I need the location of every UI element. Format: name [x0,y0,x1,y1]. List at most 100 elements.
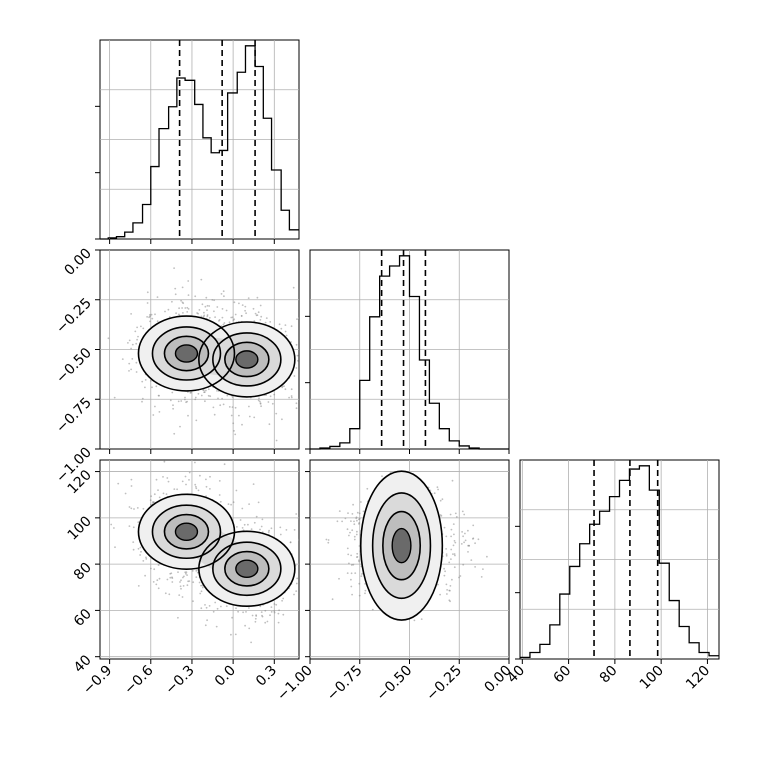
scatter-point [273,611,276,614]
scatter-point [233,301,236,304]
scatter-point [282,597,285,600]
scatter-point [257,501,260,504]
scatter-point [225,605,228,607]
x-tick-label: 0.0 [212,663,239,690]
x-tick-label: −0.75 [324,663,366,705]
scatter-point [455,516,458,518]
scatter-point [267,531,270,533]
scatter-point [450,528,453,531]
scatter-point [350,520,352,522]
density-fill [235,560,258,578]
scatter-point [251,614,254,617]
scatter-point [306,355,308,357]
scatter-point [474,542,476,545]
scatter-point [252,307,255,310]
scatter-point [201,303,204,306]
scatter-point [296,354,299,357]
scatter-point [221,308,224,310]
scatter-point [259,304,262,307]
scatter-point [275,412,278,415]
scatter-point [443,574,446,577]
scatter-point [350,554,352,557]
scatter-point [248,405,250,408]
scatter-point [173,488,176,490]
scatter-point [130,313,133,315]
scatter-point [142,507,145,510]
y-tick-label: −0.50 [53,345,95,387]
scatter-point [239,519,242,521]
scatter-point [137,335,139,338]
panel-2d-1-2: −1.00 −0.75 −0.50 −0.25 0.00 [274,459,515,705]
scatter-point [231,316,234,319]
contour-line [235,559,259,579]
scatter-point [144,379,147,381]
scatter-point [253,320,256,322]
scatter-point [285,529,288,531]
scatter-point [187,580,190,583]
y-tick-label: −0.75 [53,395,95,437]
scatter-point [216,390,218,392]
scatter-point [199,592,202,595]
scatter-point [121,358,124,360]
scatter-point [181,480,184,483]
scatter-point [232,422,235,425]
scatter-point [360,575,363,577]
scatter-point [218,320,220,322]
scatter-point [132,541,135,543]
scatter-point [264,621,267,624]
scatter-point [243,523,246,526]
scatter-point [462,563,465,566]
scatter-point [297,517,299,520]
scatter-point [254,620,257,623]
scatter-point [195,487,198,490]
scatter-point [295,402,298,405]
scatter-point [358,522,361,524]
x-tick-label: 80 [597,663,621,687]
scatter-point [113,527,115,529]
scatter-point [451,479,454,482]
scatter-point [177,616,179,619]
scatter-point [151,386,153,389]
scatter-point [271,402,274,405]
scatter-point [350,578,352,581]
scatter-point [194,483,197,486]
scatter-point [181,286,184,289]
scatter-point [300,374,302,376]
scatter-point [472,537,475,540]
scatter-point [162,492,165,495]
scatter-point [204,400,206,403]
scatter-point [171,577,174,579]
scatter-point [186,584,189,587]
scatter-point [208,605,211,607]
scatter-point [264,321,267,324]
scatter-point [346,572,349,574]
scatter-point [206,619,209,622]
scatter-point [197,312,200,315]
scatter-point [187,414,189,417]
scatter-point [295,582,298,585]
scatter-point [450,548,453,551]
scatter-point [230,316,233,319]
y-tick-label: −0.25 [53,295,95,337]
scatter-point [188,479,190,481]
x-tick-label: 100 [637,663,667,693]
scatter-point [145,558,148,560]
scatter-point [254,312,257,315]
scatter-point [257,311,260,314]
panel-frame [99,459,300,660]
scatter-point [185,572,187,575]
scatter-point [248,503,251,505]
panel-hist-2: 40 60 80 100 120 [504,459,720,693]
scatter-point [203,311,205,314]
scatter-point [253,521,256,524]
scatter-point [137,521,140,524]
scatter-point [240,315,243,317]
scatter-point [273,610,276,612]
scatter-point [315,533,317,535]
scatter-point [231,406,234,408]
scatter-point [189,391,192,394]
scatter-point [338,510,341,512]
scatter-point [242,611,245,614]
scatter-point [305,339,307,341]
